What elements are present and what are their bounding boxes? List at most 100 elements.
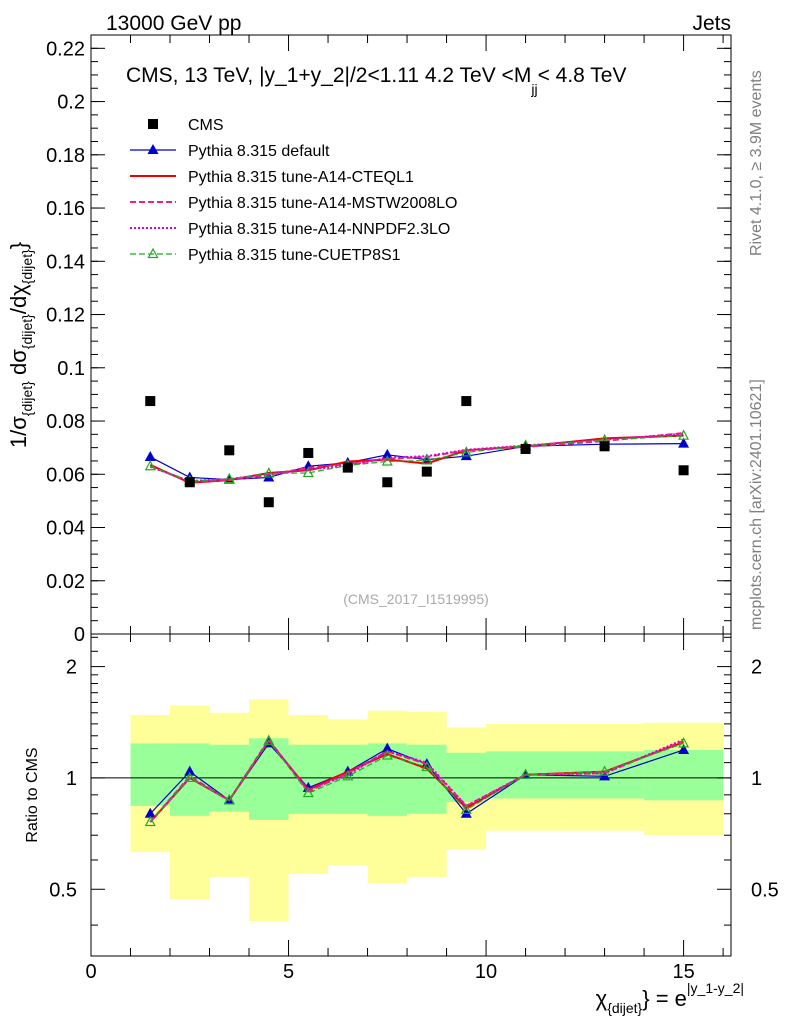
y-axis-label: 1/σ{dijet} dσ{dijet}/dχ{dijet}} xyxy=(6,242,35,448)
ratio-band-inner xyxy=(130,743,171,806)
y-tick-label: 0.06 xyxy=(46,464,85,486)
rivet-version-label: Rivet 4.1.0, ≥ 3.9M events xyxy=(748,70,765,256)
legend-label: Pythia 8.315 tune-A14-MSTW2008LO xyxy=(188,195,457,212)
ratio-point-1 xyxy=(184,765,196,776)
series-point-5 xyxy=(381,455,393,466)
cms-data-point xyxy=(303,447,314,458)
series-point-5 xyxy=(263,467,275,478)
legend-label: Pythia 8.315 tune-A14-NNPDF2.3LO xyxy=(188,221,450,238)
cms-data-point xyxy=(184,477,195,488)
ratio-tick-label-right: 0.5 xyxy=(751,879,779,901)
x-tick-label: 0 xyxy=(85,961,96,983)
legend-marker xyxy=(147,144,159,154)
ratio-band-inner xyxy=(288,744,329,814)
ratio-point-5 xyxy=(421,760,433,772)
y-tick-label: 0.16 xyxy=(46,198,85,220)
y-tick-label: 0 xyxy=(74,624,85,646)
y-tick-label: 0.14 xyxy=(46,251,85,273)
cms-data-point xyxy=(520,443,531,454)
legend-marker xyxy=(147,247,159,259)
legend: CMS Pythia 8.315 default Pythia 8.315 tune… xyxy=(130,117,457,264)
legend-label: Pythia 8.315 tune-CUETP8S1 xyxy=(188,247,401,264)
ratio-tick-label: 0.5 xyxy=(49,879,77,901)
ratio-point-5 xyxy=(520,768,532,779)
series-point-5 xyxy=(421,454,433,465)
cms-data-point xyxy=(224,445,235,456)
y-tick-label: 0.22 xyxy=(46,38,85,60)
y-tick-label: 0.02 xyxy=(46,571,85,593)
ratio-band-inner xyxy=(644,749,724,801)
legend-label: CMS xyxy=(188,117,224,134)
x-tick-label: 10 xyxy=(475,961,497,983)
cms-data-point xyxy=(263,497,274,508)
y-tick-label: 0.04 xyxy=(46,518,85,540)
mcplots-source-label: mcplots.cern.ch [arXiv:2401.10621] xyxy=(748,379,765,630)
series-point-5 xyxy=(678,429,690,440)
ratio-uncertainty-bands xyxy=(91,699,731,922)
analysis-watermark: (CMS_2017_I1519995) xyxy=(343,591,489,607)
plot-title-subscript: jj xyxy=(530,81,537,97)
ratio-band-inner xyxy=(407,744,447,814)
ratio-tick-label: 1 xyxy=(66,768,77,790)
series-point-5 xyxy=(223,472,235,484)
ratio-point-5 xyxy=(381,749,393,760)
y-tick-label: 0.08 xyxy=(46,411,85,433)
ratio-point-1 xyxy=(678,743,690,754)
ratio-band-inner xyxy=(249,738,289,820)
cms-data-point xyxy=(342,462,353,473)
legend-marker-cms xyxy=(148,119,158,129)
ratio-point-5 xyxy=(342,770,354,781)
header-energy-label: 13000 GeV pp xyxy=(106,12,241,35)
x-tick-label: 5 xyxy=(283,961,294,983)
ratio-point-5 xyxy=(678,737,690,748)
cms-data-point xyxy=(145,396,156,407)
plot-title-tail: < 4.8 TeV xyxy=(538,64,627,87)
ratio-tick-label-right: 1 xyxy=(751,768,762,790)
y-tick-label: 0.2 xyxy=(57,92,85,114)
ratio-band-inner xyxy=(170,743,210,816)
series-point-1 xyxy=(460,450,472,461)
ratio-y-axis-label: Ratio to CMS xyxy=(24,747,41,842)
ratio-tick-label-right: 2 xyxy=(751,657,762,679)
series-point-5 xyxy=(302,466,314,478)
ratio-line-5 xyxy=(149,739,684,823)
y-tick-label: 0.1 xyxy=(57,358,85,380)
plot-title: CMS, 13 TeV, |y_1+y_2|/2<1.11 4.2 TeV <M… xyxy=(126,64,627,97)
ratio-point-1 xyxy=(144,807,156,818)
ratio-point-5 xyxy=(599,765,611,776)
cms-data-point xyxy=(678,465,689,476)
y-tick-label: 0.18 xyxy=(46,145,85,167)
x-tick-label: 15 xyxy=(672,961,694,983)
ratio-tick-label: 2 xyxy=(66,657,77,679)
cms-data-point xyxy=(382,477,393,488)
series-point-1 xyxy=(381,448,393,459)
legend-label: Pythia 8.315 tune-A14-CTEQL1 xyxy=(188,169,414,186)
series-point-1 xyxy=(144,450,156,461)
series-line-5 xyxy=(150,435,684,482)
ratio-panel: 0 5 10 15 0.5 0.5 1 1 2 2 xyxy=(49,634,779,983)
main-frame xyxy=(90,34,732,635)
legend-label: Pythia 8.315 default xyxy=(188,143,330,160)
ratio-point-5 xyxy=(460,803,472,814)
cms-data-point xyxy=(599,441,610,452)
cms-data-point xyxy=(461,396,472,407)
plot-title-main: CMS, 13 TeV, |y_1+y_2|/2<1.11 4.2 TeV <M xyxy=(126,64,531,87)
ratio-point-5 xyxy=(184,771,196,783)
header-jets-label: Jets xyxy=(692,12,731,35)
series-point-5 xyxy=(144,459,156,471)
ratio-point-5 xyxy=(263,734,275,745)
ratio-point-1 xyxy=(381,742,393,753)
cms-data-point xyxy=(421,466,432,477)
main-panel: 0 0.02 0.04 0.06 0.08 0.1 0.12 0.14 0.16 0.18 0.2 0… xyxy=(46,35,731,646)
ratio-point-5 xyxy=(144,815,156,827)
series-line-4 xyxy=(149,432,684,482)
series-point-5 xyxy=(460,446,472,457)
ratio-point-5 xyxy=(223,794,235,805)
y-tick-label: 0.12 xyxy=(46,305,85,327)
x-axis-label: χ{dijet}} = e|y_1-y_2| xyxy=(596,980,744,1016)
ratio-point-5 xyxy=(302,786,314,798)
series-point-1 xyxy=(678,437,690,448)
ratio-frame xyxy=(90,633,732,957)
ratio-line-4 xyxy=(149,738,684,823)
